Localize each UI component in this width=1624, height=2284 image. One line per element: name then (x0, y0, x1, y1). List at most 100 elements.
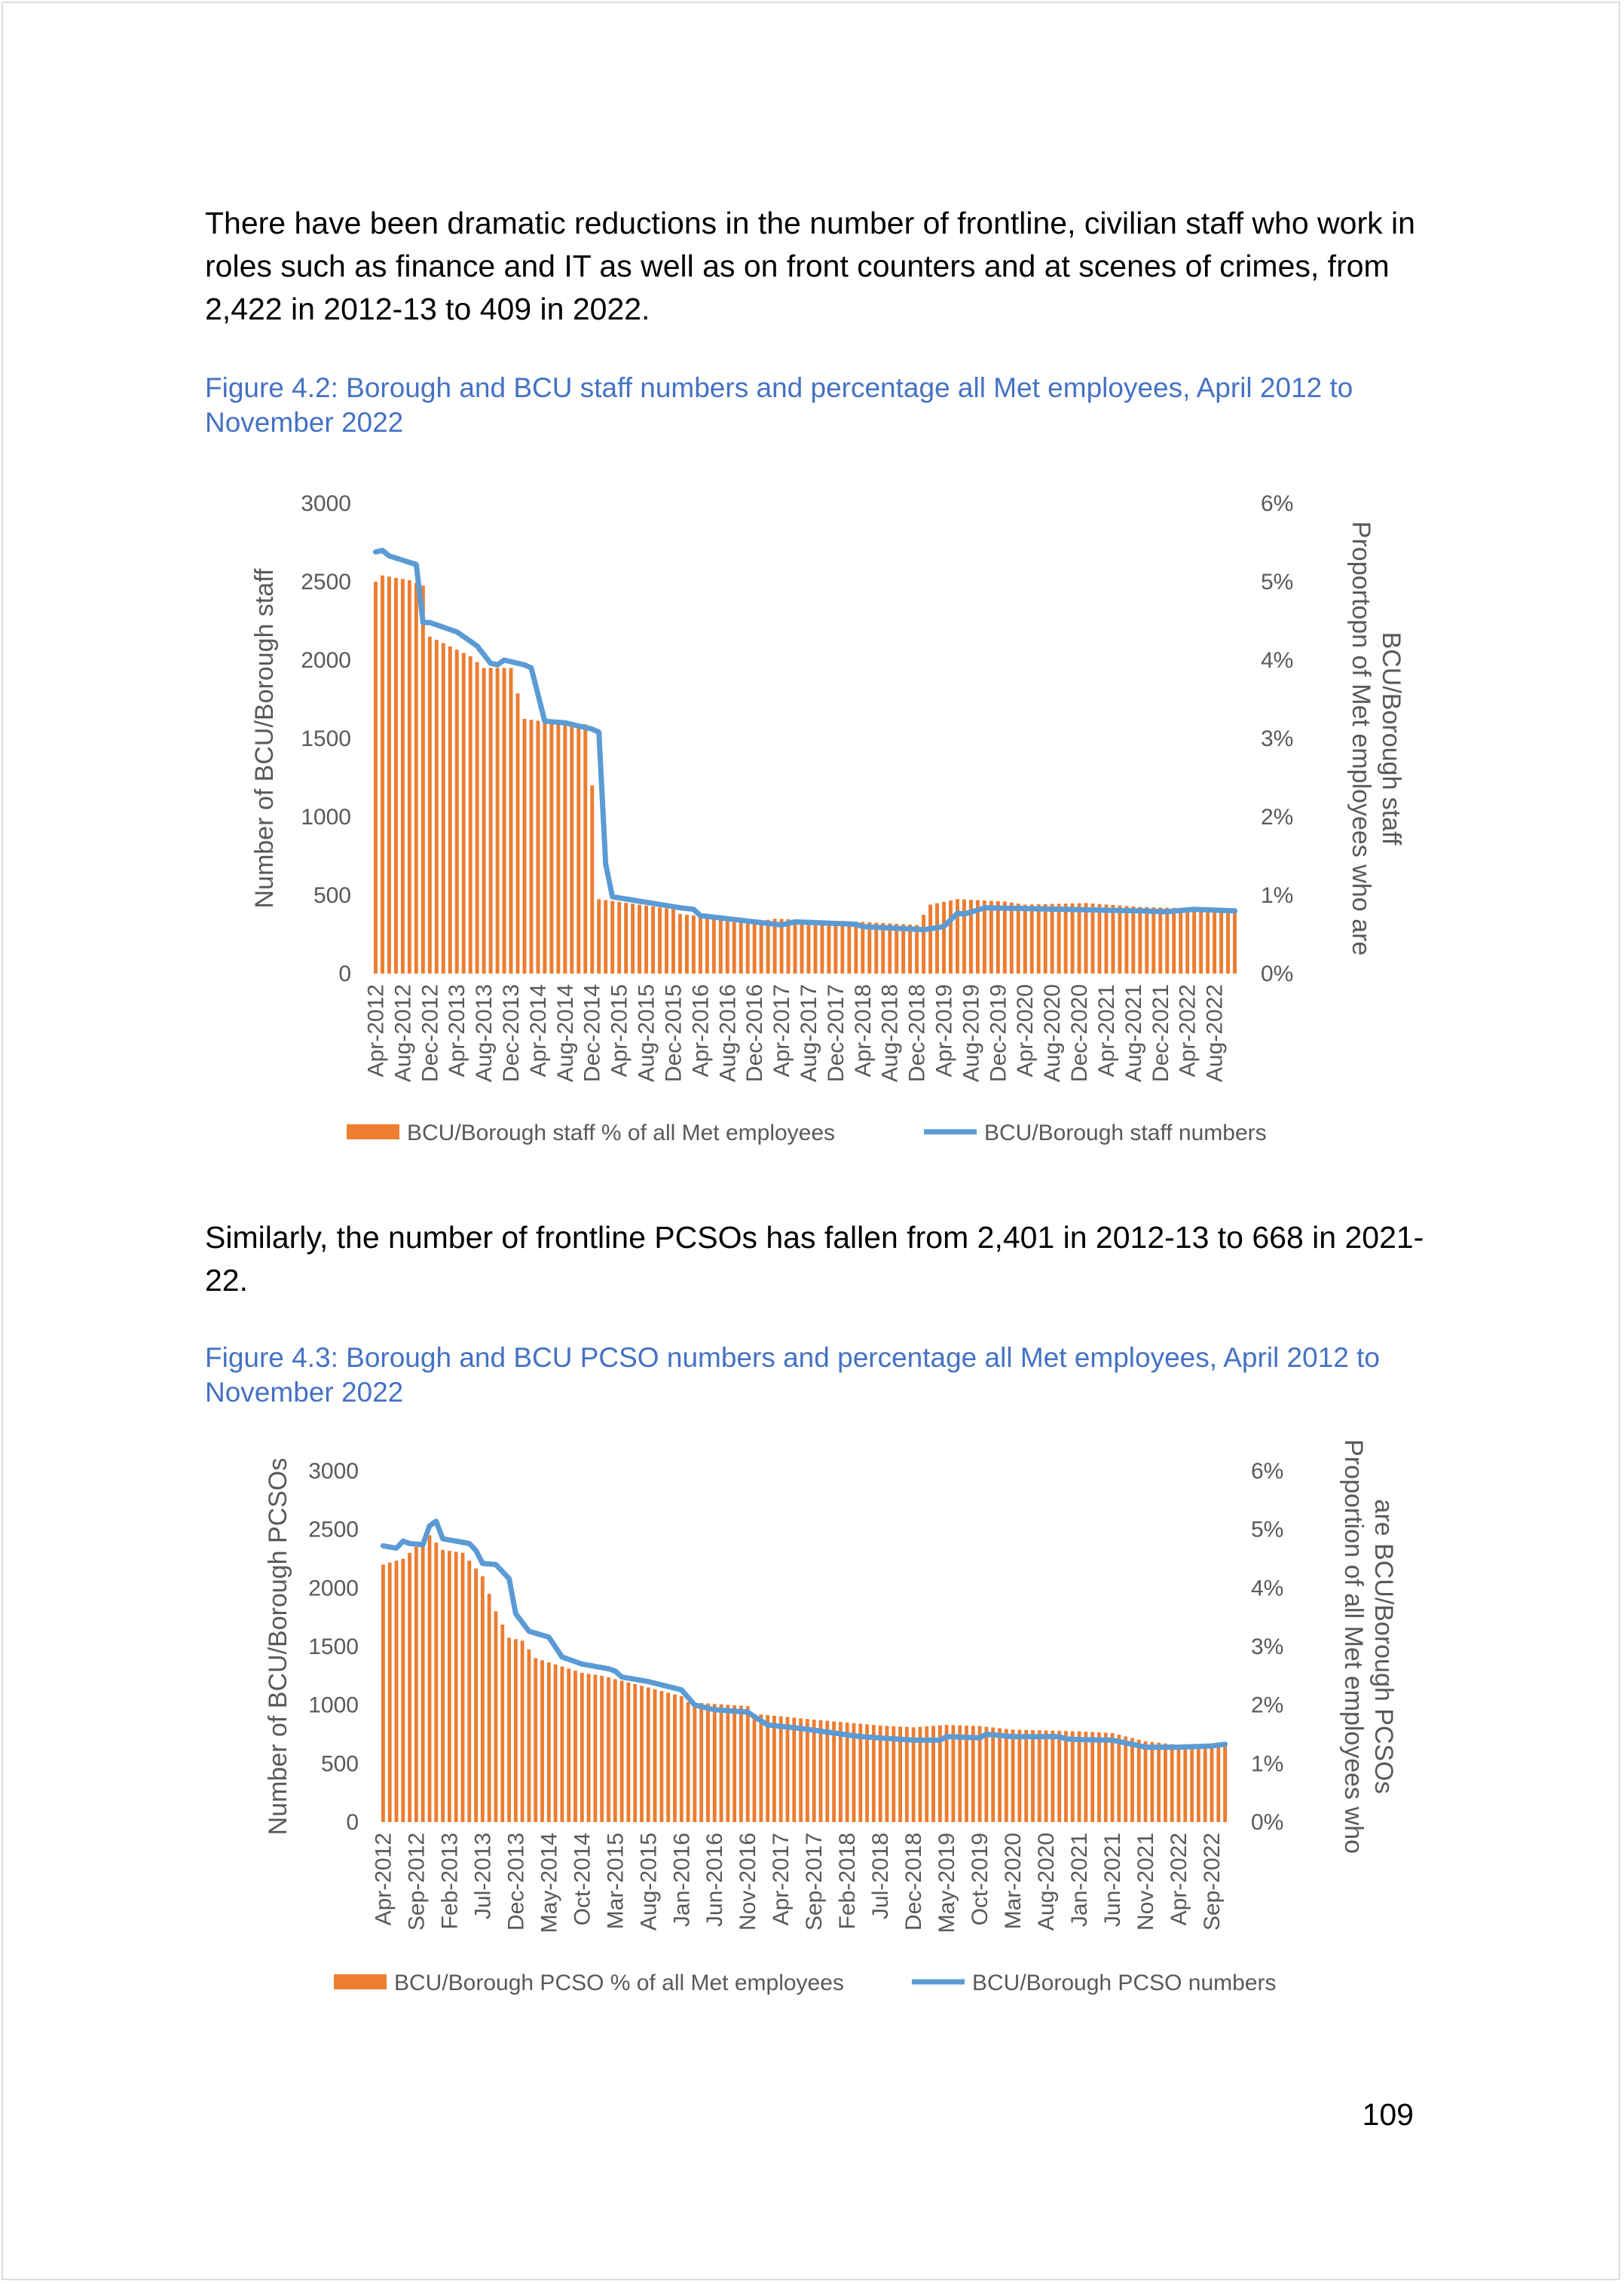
bar (666, 1692, 671, 1822)
legend-bar-label: BCU/Borough staff % of all Met employees (407, 1121, 835, 1145)
bar (1170, 1744, 1174, 1822)
bar (686, 1702, 690, 1822)
x-tick-label: Sep-2017 (802, 1833, 827, 1931)
bar (1117, 1735, 1121, 1822)
bar (546, 1662, 551, 1822)
x-tick-label: Dec-2012 (417, 984, 442, 1082)
y2-tick-label: 5% (1251, 1518, 1283, 1543)
x-tick-label: Apr-2022 (1167, 1833, 1191, 1925)
x-tick-label: Aug-2020 (1040, 984, 1065, 1082)
bar (659, 1691, 664, 1822)
bar (739, 920, 743, 974)
x-tick-label: Dec-2021 (1148, 984, 1173, 1082)
x-tick-label: Apr-2018 (851, 984, 876, 1077)
bar (1017, 1729, 1022, 1822)
bar (1097, 904, 1102, 974)
bar (1011, 1729, 1015, 1822)
bar (507, 1637, 511, 1822)
bar (494, 1611, 498, 1822)
x-tick-label: Jan-2016 (669, 1833, 694, 1927)
bar (693, 1702, 697, 1822)
bar (922, 915, 926, 974)
bar (865, 1724, 869, 1822)
bar (725, 919, 729, 974)
bar (1179, 908, 1183, 974)
bar (806, 919, 811, 974)
bar (1145, 907, 1149, 974)
bar (852, 1723, 856, 1822)
bar (421, 586, 425, 974)
bar (1206, 908, 1210, 974)
bar (381, 1564, 385, 1822)
bar (1009, 902, 1014, 974)
bar (626, 1682, 631, 1822)
bar (1196, 1744, 1200, 1822)
y2-tick-label: 6% (1261, 491, 1293, 516)
x-tick-label: Dec-2013 (499, 984, 524, 1082)
bar (1044, 1730, 1048, 1822)
bar (812, 1720, 816, 1822)
bar (1050, 904, 1054, 974)
y-tick-label: 500 (321, 1751, 359, 1776)
bar (1063, 904, 1068, 974)
figure-4-3-caption: Figure 4.3: Borough and BCU PCSO numbers… (205, 1342, 1380, 1408)
x-tick-label: Jul-2018 (868, 1833, 893, 1919)
bar (1111, 905, 1115, 974)
page-number: 109 (1362, 2097, 1414, 2132)
bar (968, 900, 973, 974)
x-tick-label: Apr-2022 (1176, 984, 1200, 1077)
bar (509, 668, 513, 974)
x-tick-label: Aug-2015 (635, 984, 659, 1082)
bar (1051, 1730, 1055, 1822)
x-tick-label: Aug-2018 (878, 984, 903, 1082)
bar (895, 923, 899, 974)
bar (543, 721, 547, 974)
y2-tick-label: 1% (1251, 1751, 1283, 1776)
bar (818, 1720, 823, 1822)
bar (563, 724, 567, 974)
y-tick-label: 1000 (308, 1693, 359, 1718)
bar (1164, 1743, 1167, 1822)
bar (673, 1694, 677, 1822)
bar (699, 1702, 704, 1822)
bar (878, 1725, 882, 1822)
bar (833, 921, 838, 974)
bar (460, 1552, 465, 1822)
bar (502, 668, 506, 974)
bar (387, 1562, 392, 1822)
bar (1084, 1732, 1088, 1822)
bar (1090, 1732, 1095, 1822)
bar (520, 1640, 525, 1822)
bar (965, 1726, 968, 1822)
bar (1190, 1744, 1194, 1822)
x-tick-label: Dec-2014 (580, 984, 605, 1082)
bar (454, 1552, 458, 1822)
bar (500, 1624, 505, 1823)
bar (982, 900, 986, 974)
bar (998, 1728, 1002, 1822)
series-line (372, 547, 1238, 933)
bar (556, 723, 561, 974)
bar (434, 640, 439, 974)
bar (1070, 903, 1075, 974)
y-tick-label: 3000 (301, 491, 351, 516)
bar (393, 577, 398, 974)
bar (597, 899, 601, 974)
bar (1199, 908, 1203, 974)
bar (534, 1658, 538, 1822)
x-tick-label: Aug-2016 (715, 984, 740, 1082)
bar (653, 1689, 657, 1822)
y-tick-label: 1500 (301, 726, 351, 751)
bar (607, 1677, 610, 1822)
bar (1002, 901, 1007, 974)
x-tick-label: Aug-2013 (472, 984, 497, 1082)
bar (838, 1722, 843, 1822)
bar (845, 1722, 849, 1822)
bar (915, 925, 919, 974)
bar (975, 900, 980, 974)
bar (679, 1696, 684, 1822)
x-tick-label: Jun-2021 (1100, 1833, 1125, 1927)
y2-tick-label: 3% (1251, 1634, 1283, 1659)
bar (904, 1726, 909, 1822)
bar (840, 921, 845, 974)
